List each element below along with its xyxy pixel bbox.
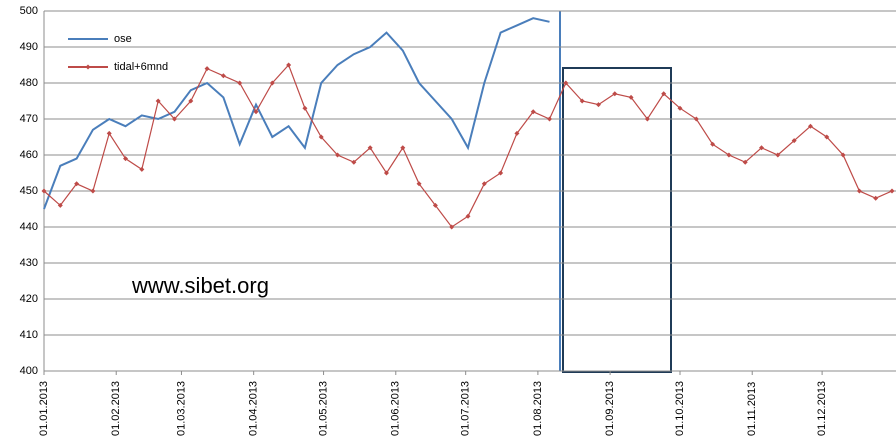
legend-label: tidal+6mnd (114, 61, 168, 73)
point (481, 181, 487, 187)
point (742, 159, 748, 165)
point (693, 116, 699, 122)
point (74, 181, 80, 187)
point (400, 145, 406, 151)
point (840, 152, 846, 158)
point (547, 116, 553, 122)
x-tick-label: 01.03.2013 (175, 381, 187, 436)
point (416, 181, 422, 187)
point (824, 134, 830, 140)
y-tick-label: 470 (20, 113, 38, 125)
point (498, 170, 504, 176)
point (449, 224, 455, 230)
x-tick-label: 01.05.2013 (317, 381, 329, 436)
watermark: www.sibet.org (131, 273, 269, 298)
x-tick-label: 01.10.2013 (674, 381, 686, 436)
y-tick-label: 410 (20, 329, 38, 341)
x-tick-label: 01.06.2013 (390, 381, 402, 436)
point (759, 145, 765, 151)
point (351, 159, 357, 165)
y-tick-label: 500 (20, 5, 38, 17)
x-tick-label: 01.07.2013 (460, 381, 472, 436)
point (171, 116, 177, 122)
point (383, 170, 389, 176)
point (335, 152, 341, 158)
point (726, 152, 732, 158)
x-tick-label: 01.09.2013 (604, 381, 616, 436)
point (41, 188, 47, 194)
point (302, 105, 308, 111)
point (661, 91, 667, 97)
point (595, 102, 601, 108)
point (644, 116, 650, 122)
y-tick-label: 490 (20, 41, 38, 53)
point (579, 98, 585, 104)
point (612, 91, 618, 97)
x-tick-label: 01.12.2013 (816, 381, 828, 436)
series-line (43, 17, 550, 210)
point (106, 130, 112, 136)
point (57, 202, 63, 208)
point (677, 105, 683, 111)
x-tick-label: 01.11.2013 (746, 382, 758, 436)
point (432, 202, 438, 208)
y-tick-label: 480 (20, 77, 38, 89)
point (90, 188, 96, 194)
point (155, 98, 161, 104)
point (563, 80, 569, 86)
point (775, 152, 781, 158)
y-tick-label: 450 (20, 185, 38, 197)
highlight-box (562, 67, 672, 373)
point (237, 80, 243, 86)
point (889, 188, 895, 194)
x-tick-label: 01.04.2013 (248, 381, 260, 436)
y-tick-label: 430 (20, 257, 38, 269)
point (791, 138, 797, 144)
point (530, 109, 536, 115)
y-tick-label: 400 (20, 365, 38, 377)
y-tick-label: 440 (20, 221, 38, 233)
point (710, 141, 716, 147)
legend-marker (85, 64, 91, 70)
y-tick-label: 460 (20, 149, 38, 161)
point (139, 166, 145, 172)
point (123, 156, 129, 162)
point (253, 109, 259, 115)
point (318, 134, 324, 140)
point (514, 130, 520, 136)
y-tick-label: 420 (20, 293, 38, 305)
x-tick-label: 01.01.2013 (38, 381, 50, 436)
point (465, 213, 471, 219)
point (286, 62, 292, 68)
point (367, 145, 373, 151)
point (269, 80, 275, 86)
legend-label: ose (114, 33, 132, 45)
x-tick-label: 01.08.2013 (532, 381, 544, 436)
point (807, 123, 813, 129)
point (204, 66, 210, 72)
point (873, 195, 879, 201)
point (628, 94, 634, 100)
x-tick-label: 01.02.2013 (110, 381, 122, 436)
point (856, 188, 862, 194)
point (188, 98, 194, 104)
point (220, 73, 226, 79)
